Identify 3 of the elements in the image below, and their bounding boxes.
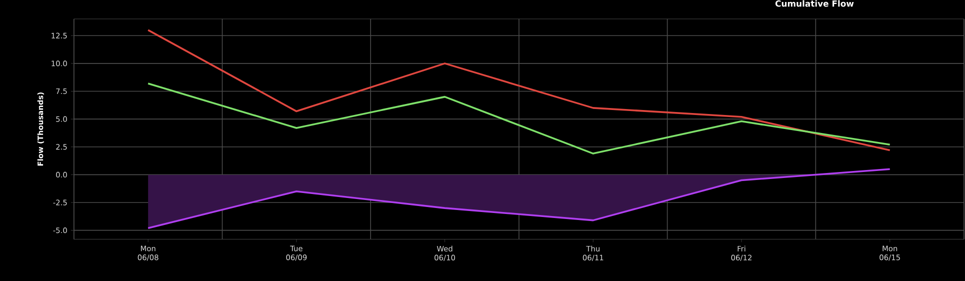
chart-title: Cumulative Flow	[775, 0, 854, 7]
line-series	[147, 82, 891, 154]
line-series	[147, 29, 891, 152]
